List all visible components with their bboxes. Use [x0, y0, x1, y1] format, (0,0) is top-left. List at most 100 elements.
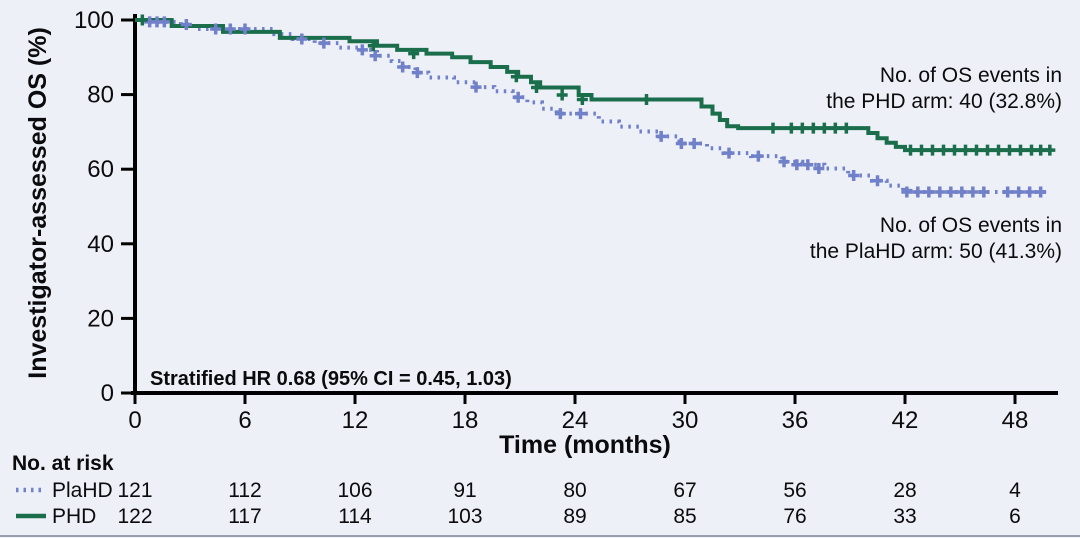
- phd-censor-mark: [916, 144, 927, 156]
- plahd-censor-mark: [956, 186, 968, 198]
- plahd-censor-mark: [369, 50, 381, 62]
- x-tick-label: 24: [562, 407, 589, 434]
- risk-value-plahd: 80: [563, 479, 586, 502]
- plahd-censor-mark: [978, 186, 990, 198]
- y-tick-label: 80: [87, 82, 114, 109]
- plahd-censor-mark: [1035, 186, 1047, 198]
- risk-value-plahd: 67: [673, 479, 696, 502]
- plahd-censor-mark: [1013, 186, 1025, 198]
- risk-value-plahd: 121: [117, 479, 152, 502]
- plahd-censor-mark: [210, 23, 222, 35]
- risk-value-plahd: 91: [453, 479, 476, 502]
- risk-row-label-plahd: PlaHD: [52, 479, 113, 502]
- risk-value-phd: 89: [563, 505, 586, 528]
- y-tick-label: 40: [87, 231, 114, 258]
- risk-value-phd: 103: [447, 505, 482, 528]
- risk-row-label-phd: PHD: [52, 505, 96, 528]
- plahd-censor-mark: [872, 175, 883, 187]
- plahd-censor-mark: [1024, 186, 1036, 198]
- plahd-censor-mark: [848, 170, 860, 182]
- plahd-censor-mark: [470, 81, 482, 93]
- plahd-censor-mark: [923, 186, 935, 198]
- risk-value-phd: 85: [673, 505, 696, 528]
- phd-events-annotation: No. of OS events in the PHD arm: 40 (32.…: [826, 64, 1062, 113]
- phd-censor-mark: [982, 144, 993, 156]
- x-tick-label: 42: [892, 407, 919, 434]
- x-tick-label: 30: [672, 407, 699, 434]
- phd-censor-mark: [818, 122, 830, 134]
- plahd-censor-mark: [158, 16, 170, 28]
- risk-value-plahd: 56: [783, 479, 806, 502]
- censor-marks: [136, 14, 1056, 198]
- phd-censor-mark: [971, 144, 982, 156]
- x-tick-label: 0: [128, 407, 141, 434]
- phd-events-line1: No. of OS events in: [880, 64, 1062, 87]
- plahd-censor-mark: [411, 67, 423, 79]
- phd-censor-mark: [556, 89, 568, 101]
- plahd-censor-mark: [945, 186, 957, 198]
- phd-censor-mark: [829, 122, 841, 134]
- risk-value-plahd: 4: [1009, 479, 1021, 502]
- phd-censor-mark: [1044, 144, 1056, 156]
- plahd-censor-mark: [813, 162, 825, 174]
- plahd-censor-mark: [180, 18, 192, 30]
- axes: 0 20 40 60 80 100 0 6 12 18 24 30 36 42 48: [74, 7, 1058, 434]
- risk-value-phd: 122: [117, 505, 152, 528]
- plahd-censor-mark: [791, 159, 803, 171]
- plahd-censor-mark: [356, 44, 368, 56]
- phd-censor-mark: [905, 144, 916, 156]
- plahd-censor-mark: [512, 91, 524, 103]
- phd-events-line2: the PHD arm: 40 (32.8%): [826, 90, 1062, 113]
- plahd-censor-mark: [934, 186, 946, 198]
- phd-censor-mark: [807, 122, 819, 134]
- phd-censor-mark: [796, 122, 808, 134]
- plahd-censor-mark: [318, 37, 330, 49]
- risk-value-phd: 6: [1009, 505, 1021, 528]
- hr-annotation: Stratified HR 0.68 (95% CI = 0.45, 1.03): [150, 368, 512, 390]
- phd-censor-mark: [367, 40, 379, 52]
- y-axis-title: Investigator-assessed OS (%): [24, 27, 52, 379]
- plahd-censor-mark: [239, 23, 251, 35]
- plahd-events-annotation: No. of OS events in the PlaHD arm: 50 (4…: [810, 214, 1062, 263]
- phd-censor-mark: [1004, 144, 1015, 156]
- phd-censor-mark: [960, 144, 971, 156]
- plahd-censor-mark: [397, 61, 409, 73]
- plahd-events-line1: No. of OS events in: [880, 214, 1062, 237]
- x-tick-label: 18: [452, 407, 479, 434]
- plahd-events-line2: the PlaHD arm: 50 (41.3%): [810, 240, 1062, 263]
- plahd-censor-mark: [912, 186, 924, 198]
- phd-censor-mark: [949, 144, 960, 156]
- risk-value-phd: 33: [893, 505, 916, 528]
- plahd-censor-mark: [224, 23, 236, 35]
- risk-value-plahd: 28: [893, 479, 916, 502]
- plahd-survival-curve: [135, 18, 1048, 194]
- x-axis-title: Time (months): [499, 431, 671, 459]
- plahd-censor-mark: [802, 159, 814, 171]
- y-tick-label: 100: [74, 7, 114, 34]
- risk-table-title: No. at risk: [12, 452, 114, 475]
- x-tick-label: 36: [782, 407, 809, 434]
- plahd-censor-mark: [778, 156, 790, 168]
- phd-censor-mark: [927, 144, 938, 156]
- risk-table-values: 121 112 106 91 80 67 56 28 4 122 117 114 103 89 85 76 33…: [0, 479, 1080, 537]
- phd-censor-mark: [938, 144, 949, 156]
- phd-censor-mark: [767, 122, 779, 134]
- risk-value-phd: 76: [783, 505, 806, 528]
- risk-value-plahd: 112: [228, 479, 261, 502]
- phd-censor-mark: [136, 14, 148, 26]
- x-tick-label: 48: [1002, 407, 1029, 434]
- phd-censor-mark: [576, 93, 588, 105]
- plahd-censor-mark: [752, 150, 764, 162]
- plahd-censor-mark: [1002, 186, 1014, 198]
- plahd-censor-mark: [688, 137, 700, 149]
- y-tick-label: 60: [87, 156, 114, 183]
- risk-value-phd: 114: [338, 505, 372, 528]
- plahd-censor-mark: [901, 186, 913, 198]
- phd-censor-mark: [531, 82, 542, 94]
- plahd-censor-mark: [575, 108, 586, 120]
- phd-censor-mark: [785, 122, 797, 134]
- y-tick-label: 0: [101, 380, 114, 407]
- phd-censor-mark: [1015, 144, 1026, 156]
